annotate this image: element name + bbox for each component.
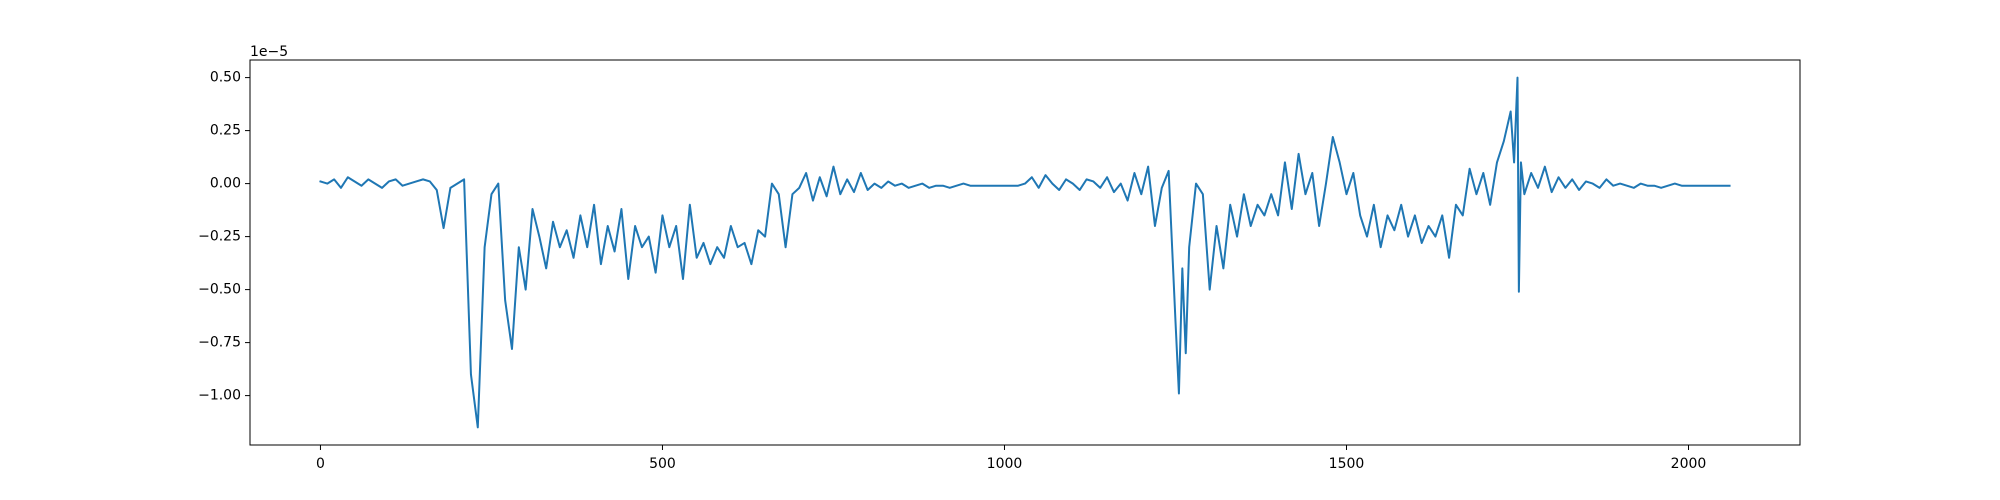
data-line — [319, 76, 1731, 429]
x-tick-label: 1000 — [987, 456, 1023, 472]
x-tick-label: 1500 — [1329, 456, 1365, 472]
y-tick-label: 0.50 — [210, 70, 241, 86]
y-tick-label: −0.25 — [198, 229, 241, 245]
y-tick-label: 0.25 — [210, 123, 241, 139]
x-tick-label: 0 — [316, 456, 325, 472]
y-tick-label: −0.75 — [198, 335, 241, 351]
y-tick-label: −0.50 — [198, 282, 241, 298]
x-tick-label: 2000 — [1671, 456, 1707, 472]
y-offset-text: 1e−5 — [250, 44, 288, 60]
axes-frame — [249, 59, 1801, 446]
y-tick-label: 0.00 — [210, 176, 241, 192]
x-tick-label: 500 — [649, 456, 676, 472]
y-tick-label: −1.00 — [198, 388, 241, 404]
